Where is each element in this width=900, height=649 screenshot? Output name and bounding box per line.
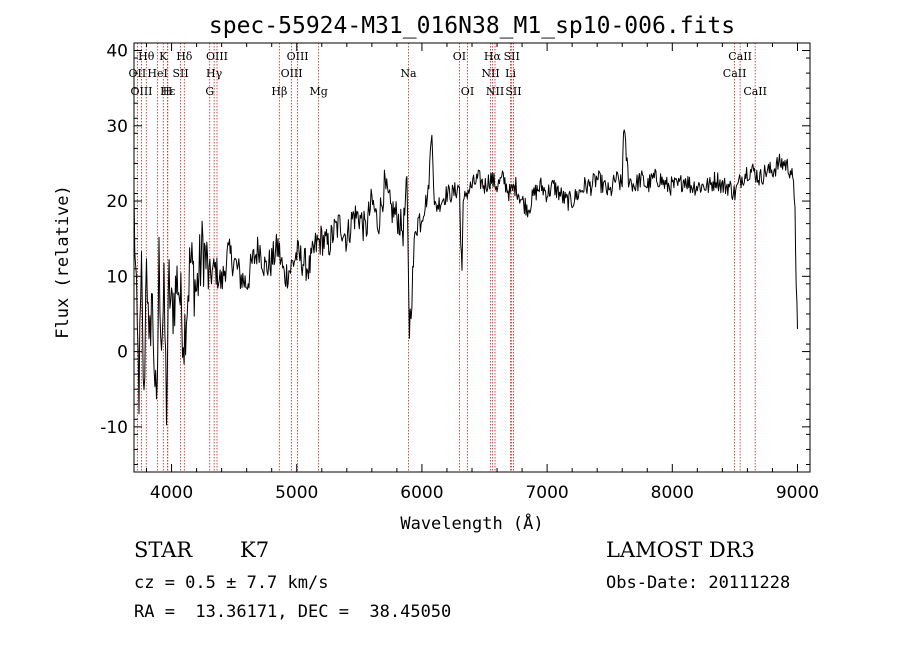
line-marker-label: CaII <box>723 67 747 80</box>
line-marker-label: OIII <box>287 50 309 63</box>
x-tick-label: 9000 <box>776 483 819 503</box>
x-tick-label: 6000 <box>400 483 443 503</box>
line-marker-label: Hα <box>484 50 502 63</box>
line-marker-label: CaII <box>743 85 767 98</box>
chart-title: spec-55924-M31_016N38_M1_sp10-006.fits <box>209 13 735 39</box>
object-class: STAR <box>134 538 193 562</box>
line-marker-label: SII <box>504 50 520 63</box>
line-marker-label: OIII <box>206 50 228 63</box>
x-tick-label: 5000 <box>275 483 318 503</box>
y-tick-label: -10 <box>100 418 128 438</box>
line-marker-label: Hδ <box>176 50 193 63</box>
y-tick-label: 0 <box>117 343 128 363</box>
line-marker-label: Na <box>400 67 417 80</box>
line-marker-label: OII <box>129 67 147 80</box>
spectrum-line <box>133 129 798 426</box>
x-tick-label: 8000 <box>651 483 694 503</box>
line-marker-label: NII <box>486 85 504 98</box>
x-tick-label: 7000 <box>525 483 568 503</box>
line-marker-label: OI <box>453 50 466 63</box>
y-tick-label: 20 <box>106 192 128 212</box>
line-marker-label: OIII <box>130 85 152 98</box>
survey-name: LAMOST DR3 <box>606 538 755 562</box>
line-marker-label: Hγ <box>206 67 223 80</box>
plot-frame <box>133 42 811 473</box>
x-axis-label: Wavelength (Å) <box>400 512 543 534</box>
redshift-cz: cz = 0.5 ± 7.7 km/s <box>134 573 329 593</box>
line-marker-label: NII <box>481 67 499 80</box>
line-marker-label: Li <box>505 67 516 80</box>
x-tick-label: 4000 <box>150 483 193 503</box>
line-marker-label: Hβ <box>271 85 287 98</box>
line-marker-label: SII <box>172 67 188 80</box>
y-tick-label: 30 <box>106 117 128 137</box>
line-marker-label: Mg <box>309 85 327 98</box>
coordinates: RA = 13.36171, DEC = 38.45050 <box>134 602 452 622</box>
line-marker-label: OIII <box>281 67 303 80</box>
y-tick-label: 40 <box>106 42 128 62</box>
object-subclass: K7 <box>240 538 270 562</box>
y-axis-label: Flux (relative) <box>53 185 73 339</box>
line-marker-label: SII <box>505 85 521 98</box>
line-marker-label: OI <box>461 85 474 98</box>
line-marker-label: G <box>205 85 214 98</box>
line-marker-label: Hε <box>160 85 176 98</box>
y-tick-label: 10 <box>106 267 128 287</box>
line-marker-label: CaII <box>728 50 752 63</box>
line-marker-label: HeI <box>147 67 167 80</box>
line-marker-label: Hθ <box>138 50 155 63</box>
observation-date: Obs-Date: 20111228 <box>606 573 791 593</box>
line-marker-label: H <box>163 85 173 98</box>
line-marker-label: K <box>159 50 168 63</box>
